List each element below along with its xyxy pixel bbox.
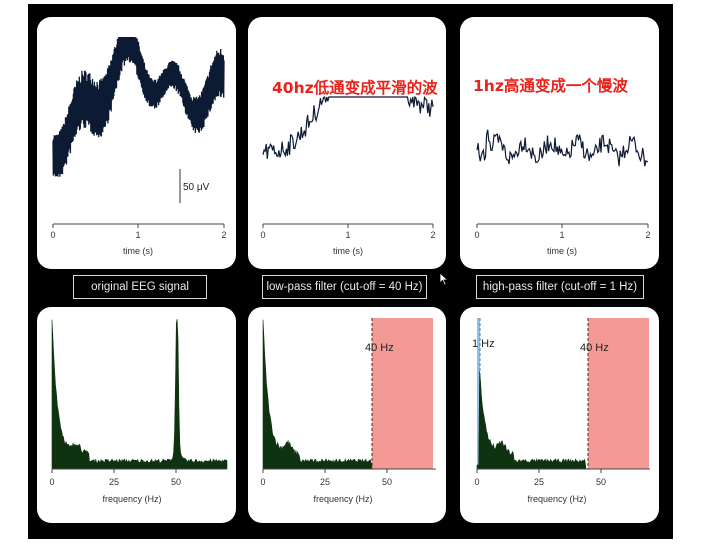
highpass-signal-plot: 0 1 2 time (s) — [474, 129, 651, 256]
stopband-region — [588, 318, 649, 469]
axis-label: time (s) — [333, 246, 363, 256]
panel-lowpass-signal: 0 1 2 time (s) — [248, 17, 446, 269]
tick-label: 2 — [221, 230, 226, 240]
axis-label: time (s) — [547, 246, 577, 256]
tick-label: 1 — [559, 230, 564, 240]
signal-trace — [262, 95, 434, 159]
tick-label: 0 — [260, 477, 265, 487]
axis-label: frequency (Hz) — [102, 494, 161, 504]
tick-label: 25 — [320, 477, 330, 487]
tick-label: 0 — [49, 477, 54, 487]
panel-highpass-signal: 0 1 2 time (s) — [460, 17, 659, 269]
frequency-axis: 0 25 50 frequency (Hz) — [49, 468, 227, 504]
cutoff-label: 1 Hz — [472, 338, 495, 350]
lowpass-annotation: 40hz低通变成平滑的波 — [272, 79, 438, 97]
label-highpass-filter: high-pass filter (cut-off = 1 Hz) — [476, 275, 644, 299]
panel-original-spectrum: 0 25 50 frequency (Hz) — [37, 307, 236, 523]
stopband-region — [372, 318, 433, 469]
original-spectrum-plot: 0 25 50 frequency (Hz) — [49, 318, 228, 504]
tick-label: 50 — [596, 477, 606, 487]
tick-label: 25 — [534, 477, 544, 487]
tick-label: 0 — [474, 230, 479, 240]
axis-label: frequency (Hz) — [527, 494, 586, 504]
panel-highpass-spectrum: 40 Hz 1 Hz 0 25 50 frequency (Hz) — [460, 307, 659, 523]
time-axis: 0 1 2 time (s) — [50, 223, 227, 256]
low-stopband-region — [477, 318, 480, 469]
panel-original-signal: 50 μV 0 1 2 time (s) — [37, 17, 236, 269]
label-original-signal: original EEG signal — [73, 275, 207, 299]
tick-label: 25 — [109, 477, 119, 487]
tick-label: 1 — [345, 230, 350, 240]
frequency-axis: 0 25 50 frequency (Hz) — [260, 468, 436, 504]
tick-label: 2 — [430, 230, 435, 240]
tick-label: 1 — [135, 230, 140, 240]
frequency-axis: 0 25 50 frequency (Hz) — [474, 468, 650, 504]
scale-bar-label: 50 μV — [183, 182, 210, 193]
tick-label: 50 — [171, 477, 181, 487]
lowpass-spectrum-plot: 40 Hz 0 25 50 frequency (Hz) — [260, 318, 436, 504]
cutoff-label: 40 Hz — [365, 342, 394, 354]
axis-label: frequency (Hz) — [313, 494, 372, 504]
panel-lowpass-spectrum: 40 Hz 0 25 50 frequency (Hz) — [248, 307, 446, 523]
tick-label: 50 — [382, 477, 392, 487]
cutoff-label: 40 Hz — [580, 342, 609, 354]
spectrum-area — [51, 318, 228, 470]
time-axis: 0 1 2 time (s) — [260, 223, 436, 256]
tick-label: 0 — [260, 230, 265, 240]
label-lowpass-filter: low-pass filter (cut-off = 40 Hz) — [262, 275, 427, 299]
highpass-annotation: 1hz高通变成一个慢波 — [473, 77, 628, 95]
lowpass-signal-plot: 0 1 2 time (s) — [260, 95, 436, 256]
tick-label: 2 — [645, 230, 650, 240]
tick-label: 0 — [50, 230, 55, 240]
original-signal-plot: 50 μV 0 1 2 time (s) — [50, 36, 227, 256]
signal-trace — [52, 36, 225, 177]
highpass-spectrum-plot: 40 Hz 1 Hz 0 25 50 frequency (Hz) — [472, 318, 650, 504]
figure-background: 50 μV 0 1 2 time (s) 0 1 2 — [28, 4, 673, 539]
time-axis: 0 1 2 time (s) — [474, 223, 651, 256]
mouse-pointer-icon — [439, 272, 449, 286]
axis-label: time (s) — [123, 246, 153, 256]
tick-label: 0 — [474, 477, 479, 487]
signal-trace — [476, 129, 649, 167]
